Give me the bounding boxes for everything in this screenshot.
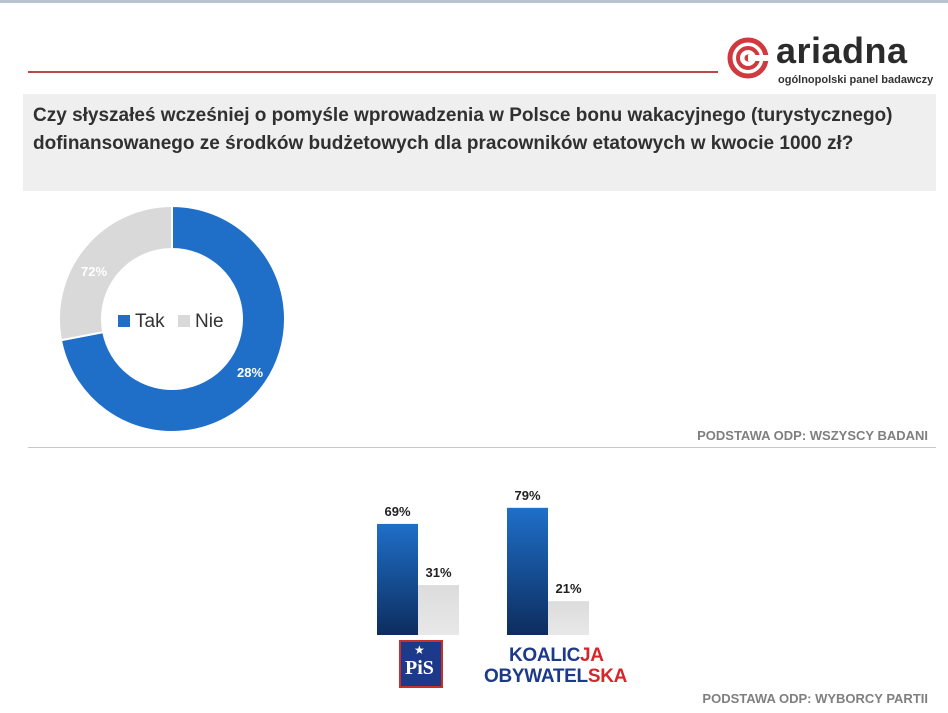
pis-logo-text: PiS (405, 657, 434, 679)
bar-label-nie-pis: 31% (425, 565, 451, 580)
party-bar-chart: 69% 31% 79% 21% (377, 488, 589, 635)
donut-chart: 72% 28% Tak Nie (58, 204, 286, 433)
bar-tak-pis (377, 523, 418, 635)
question-box: Czy słyszałeś wcześniej o pomyśle wprowa… (23, 94, 936, 191)
bar-tak-ko (507, 507, 548, 635)
legend-label-nie: Nie (195, 311, 224, 332)
bar-nie-ko (548, 601, 589, 635)
donut-slice-nie (58, 204, 173, 342)
bar-nie-pis (418, 585, 459, 635)
base-all-respondents: PODSTAWA ODP: WSZYSCY BADANI (697, 428, 928, 443)
logo-tagline: ogólnopolski panel badawczy (778, 74, 934, 86)
donut-label-tak: 72% (81, 264, 107, 279)
question-title: Czy słyszałeś wcześniej o pomyśle wprowa… (33, 105, 893, 154)
bar-label-nie-ko: 21% (555, 581, 581, 596)
section-divider (28, 447, 936, 448)
ariadna-logo-icon (727, 37, 770, 79)
ko-logo-part3: OBYWATEL (484, 666, 588, 687)
ko-logo-part4: SKA (587, 666, 628, 687)
legend-swatch-nie (178, 315, 190, 327)
legend-label-tak: Tak (135, 311, 165, 332)
bar-label-tak-ko: 79% (514, 488, 540, 503)
legend-swatch-tak (118, 315, 130, 327)
ko-logo: KOALICJA OBYWATELSKA (484, 645, 628, 687)
header-divider (28, 71, 718, 73)
donut-slice-tak (59, 204, 286, 433)
donut-label-nie: 28% (237, 365, 263, 380)
logo-wordmark: ariadna (776, 30, 908, 71)
ko-logo-part2: JA (580, 645, 604, 666)
top-rule (0, 0, 948, 3)
ko-logo-part1: KOALIC (509, 645, 581, 666)
base-party-voters: PODSTAWA ODP: WYBORCY PARTII (702, 691, 928, 706)
pis-logo: ★ PiS (399, 640, 443, 688)
ariadna-logo: ariadna ogólnopolski panel badawczy (726, 30, 938, 88)
bar-label-tak-pis: 69% (384, 504, 410, 519)
eagle-icon: ★ (414, 643, 425, 657)
